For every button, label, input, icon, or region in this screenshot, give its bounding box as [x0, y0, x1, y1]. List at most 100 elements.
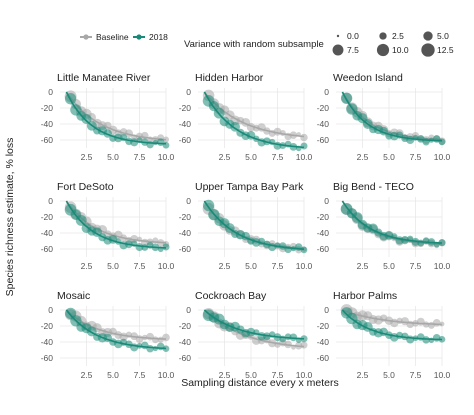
y-tick-label: 0 — [186, 305, 191, 315]
data-point-baseline — [274, 341, 281, 348]
x-tick-label: 5.0 — [383, 152, 395, 162]
y-tick-label: -40 — [179, 119, 192, 129]
data-point-2018 — [119, 133, 128, 142]
data-point-2018 — [135, 243, 144, 252]
data-point-2018 — [432, 333, 441, 342]
data-point-2018 — [130, 138, 139, 147]
data-point-2018 — [438, 138, 446, 146]
legend-size-circle — [332, 44, 344, 56]
panel-title: Mosaic — [57, 290, 90, 302]
x-tick-label: 7.5 — [410, 261, 422, 271]
x-tick-label: 2.5 — [81, 152, 93, 162]
legend-size-label: 2.5 — [392, 31, 404, 41]
y-tick-label: -20 — [41, 321, 54, 331]
x-tick-label: 2.5 — [219, 152, 231, 162]
y-tick-label: -20 — [317, 212, 330, 222]
data-point-2018 — [156, 138, 165, 146]
data-point-2018 — [391, 233, 398, 240]
legend-size-circle — [379, 32, 387, 40]
data-point-2018 — [103, 129, 112, 138]
data-point-baseline — [289, 131, 298, 139]
data-point-2018 — [406, 335, 415, 344]
data-point-2018 — [115, 238, 122, 245]
data-point-2018 — [274, 242, 281, 249]
data-point-2018 — [230, 121, 240, 132]
data-point-2018 — [157, 246, 164, 253]
legend-size-label: 12.5 — [437, 45, 454, 55]
data-point-2018 — [300, 142, 308, 150]
x-tick-label: 2.5 — [357, 261, 369, 271]
data-point-2018 — [156, 342, 165, 351]
data-point-2018 — [411, 237, 420, 246]
y-tick-label: 0 — [324, 196, 329, 206]
data-point-2018 — [162, 345, 170, 353]
data-point-2018 — [124, 240, 133, 249]
y-tick-label: -60 — [179, 244, 192, 254]
y-tick-label: -60 — [41, 244, 54, 254]
data-point-baseline — [294, 341, 303, 350]
x-tick-label: 7.5 — [134, 370, 146, 380]
data-point-2018 — [136, 137, 143, 144]
data-point-2018 — [295, 145, 302, 152]
data-point-2018 — [146, 344, 154, 353]
data-point-2018 — [279, 142, 287, 150]
data-point-2018 — [253, 135, 260, 143]
data-point-2018 — [136, 342, 143, 349]
data-point-2018 — [241, 231, 250, 241]
data-point-2018 — [246, 130, 256, 140]
data-point-baseline — [146, 332, 154, 341]
data-point-2018 — [432, 135, 441, 143]
x-tick-label: 10.0 — [158, 152, 175, 162]
legend-size-entries: 0.0 2.5 5.0 7.5 10.0 12.5 — [332, 31, 454, 57]
data-point-baseline — [268, 339, 277, 348]
y-tick-label: -40 — [317, 119, 330, 129]
x-tick-label: 10.0 — [158, 370, 175, 380]
legend-size-circle — [376, 43, 390, 57]
y-tick-label: -60 — [41, 135, 54, 145]
panel-title: Cockroach Bay — [195, 290, 267, 302]
data-point-2018 — [401, 236, 409, 244]
y-tick-label: -20 — [317, 103, 330, 113]
x-tick-label: 5.0 — [107, 152, 119, 162]
x-tick-label: 10.0 — [296, 370, 313, 380]
data-point-2018 — [253, 329, 260, 336]
data-point-baseline — [151, 336, 159, 344]
y-tick-label: 0 — [48, 196, 53, 206]
legend-size-circle — [423, 31, 433, 41]
data-point-2018 — [407, 235, 414, 242]
data-point-2018 — [289, 143, 298, 151]
data-point-baseline — [439, 321, 445, 327]
data-point-2018 — [131, 240, 138, 247]
data-point-baseline — [119, 332, 128, 341]
y-tick-label: 0 — [48, 87, 53, 97]
data-point-baseline — [152, 237, 159, 244]
data-point-baseline — [157, 336, 164, 343]
data-point-baseline — [141, 131, 149, 140]
data-point-2018 — [417, 239, 425, 247]
x-tick-label: 10.0 — [434, 152, 451, 162]
data-point-2018 — [279, 335, 287, 343]
data-point-2018 — [273, 141, 282, 150]
data-point-2018 — [202, 199, 215, 212]
x-tick-label: 2.5 — [81, 370, 93, 380]
x-tick-label: 5.0 — [383, 370, 395, 380]
data-point-2018 — [362, 119, 373, 129]
data-point-baseline — [273, 127, 282, 136]
data-point-2018 — [268, 243, 277, 252]
x-tick-label: 7.5 — [410, 370, 422, 380]
panel: Hidden Harbor 0 -20 -40 -60 2.5 5.0 7.5 10.0 — [179, 72, 313, 162]
x-tick-label: 5.0 — [107, 370, 119, 380]
x-tick-label: 7.5 — [272, 152, 284, 162]
y-tick-label: 0 — [186, 87, 191, 97]
legend-size-circle — [421, 43, 435, 57]
y-tick-label: -20 — [317, 321, 330, 331]
data-point-2018 — [162, 243, 170, 251]
legend-baseline-dot — [83, 34, 89, 40]
data-point-2018 — [433, 241, 440, 248]
data-point-2018 — [351, 212, 363, 223]
data-point-2018 — [151, 243, 160, 252]
data-point-2018 — [412, 335, 419, 342]
data-point-baseline — [162, 333, 170, 342]
data-point-baseline — [135, 335, 144, 343]
y-tick-label: 0 — [324, 87, 329, 97]
